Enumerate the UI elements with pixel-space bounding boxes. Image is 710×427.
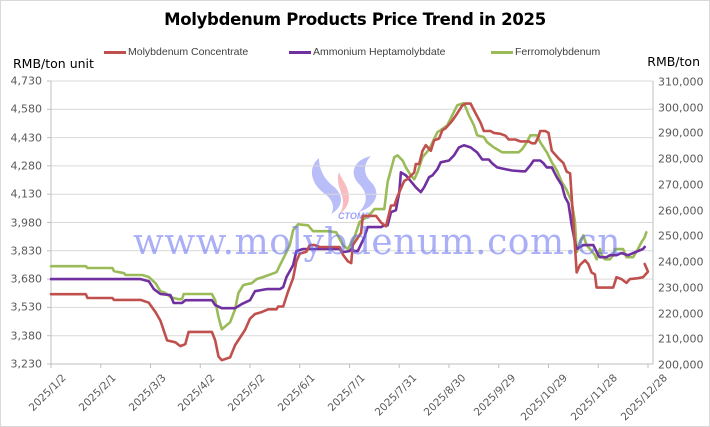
left-axis-tick-label: 4,130 [10, 187, 43, 201]
left-axis-unit: RMB/ton unit [13, 56, 94, 71]
legend-label: Ferromolybdenum [515, 46, 601, 58]
right-axis-unit: RMB/ton [647, 54, 700, 69]
right-axis-tick-label: 220,000 [658, 307, 704, 321]
left-axis-tick-label: 4,280 [10, 159, 43, 173]
left-axis-tick-label: 4,730 [10, 74, 43, 88]
legend-label: Ammonium Heptamolybdate [313, 46, 446, 58]
right-axis-tick-label: 230,000 [658, 281, 704, 295]
right-axis-tick-label: 200,000 [658, 358, 704, 372]
left-axis-tick-label: 3,680 [10, 272, 43, 286]
right-axis-tick-label: 300,000 [658, 101, 704, 115]
left-axis-tick-label: 4,430 [10, 131, 43, 145]
right-axis-tick-label: 210,000 [658, 332, 704, 346]
legend-item-femo: Ferromolybdenum [491, 46, 600, 58]
series-lines [49, 101, 650, 362]
left-axis-tick-label: 3,230 [10, 357, 43, 371]
axes [50, 81, 654, 368]
legend-swatch-purple [289, 50, 311, 54]
legend-item-concentrate: Molybdenum Concentrate [104, 46, 248, 58]
left-axis-tick-label: 3,830 [10, 244, 43, 258]
watermark-logo-text: CTOMS [338, 211, 371, 221]
right-axis-tick-label: 260,000 [658, 204, 704, 218]
series-line-2 [49, 101, 648, 331]
legend: Molybdenum Concentrate Ammonium Heptamol… [0, 46, 710, 62]
right-axis-tick-label: 290,000 [658, 126, 704, 140]
left-axis-tick-label: 3,530 [10, 300, 43, 314]
legend-swatch-green [491, 50, 513, 54]
left-axis-tick-label: 4,580 [10, 102, 43, 116]
legend-swatch-red [104, 50, 126, 54]
legend-item-ahm: Ammonium Heptamolybdate [289, 46, 445, 58]
right-axis-tick-label: 310,000 [658, 75, 704, 89]
chart-title: Molybdenum Products Price Trend in 2025 [164, 10, 546, 29]
right-axis-tick-label: 280,000 [658, 152, 704, 166]
left-axis-tick-label: 3,980 [10, 216, 43, 229]
right-axis-tick-label: 250,000 [658, 229, 704, 243]
left-axis-tick-label: 3,380 [10, 329, 43, 343]
right-axis-tick-label: 240,000 [658, 255, 704, 269]
gridlines [47, 80, 653, 365]
series-line-0 [49, 102, 650, 362]
legend-label: Molybdenum Concentrate [128, 46, 249, 58]
right-axis-tick-label: 270,000 [658, 178, 704, 192]
